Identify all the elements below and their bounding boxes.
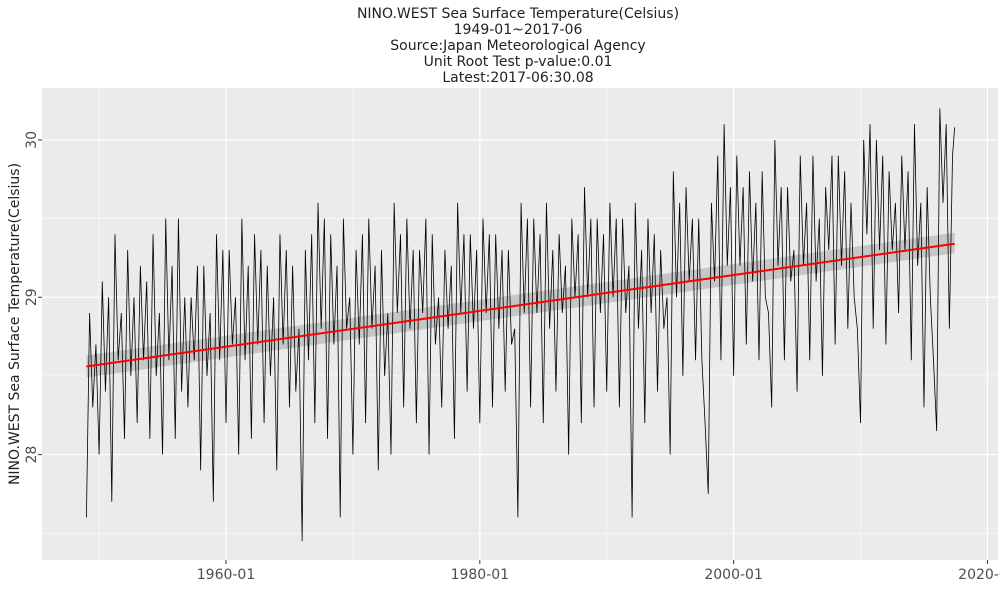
chart-title: 1949-01~2017-06 — [454, 22, 583, 38]
x-tick-label: 2020-01 — [958, 567, 1000, 583]
x-tick-label: 1960-01 — [197, 567, 256, 583]
chart-title: Source:Japan Meteorological Agency — [390, 38, 645, 54]
chart-title: Unit Root Test p-value:0.01 — [424, 54, 613, 70]
y-axis-label: NINO.WEST Sea Surface Temperature(Celsiu… — [7, 163, 23, 485]
x-tick-label: 1980-01 — [451, 567, 510, 583]
y-tick-label: 28 — [24, 446, 40, 464]
trend-line — [86, 242, 955, 368]
x-tick-label: 2000-01 — [704, 567, 763, 583]
data-line — [86, 108, 956, 542]
y-tick-label: 29 — [24, 288, 40, 306]
chart-title: NINO.WEST Sea Surface Temperature(Celsiu… — [357, 6, 679, 22]
y-tick-label: 30 — [24, 131, 40, 149]
chart-title: Latest:2017-06:30.08 — [442, 70, 593, 86]
